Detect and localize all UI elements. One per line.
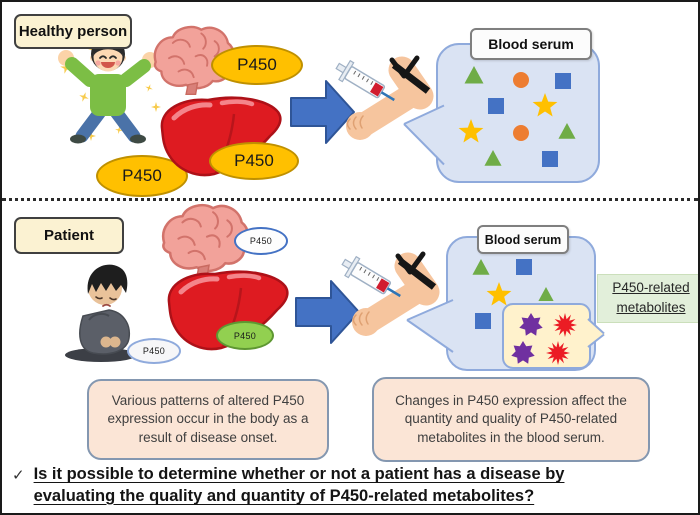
- p450-metabolites-label: P450-related metabolites: [597, 274, 698, 323]
- metabolites-callout: [502, 303, 605, 369]
- blood-serum-tag-patient: Blood serum: [477, 225, 569, 254]
- blood-draw-arm-illustration: [332, 57, 428, 140]
- square-marker: [542, 151, 558, 167]
- checkmark-icon: ✓: [12, 467, 25, 484]
- healthy-person-tag-label: Healthy person: [18, 23, 128, 40]
- healthy-person-illustration: [58, 37, 158, 144]
- p450-oval-healthy-3: P450: [96, 155, 188, 197]
- p450-oval-healthy-2: P450: [209, 142, 299, 180]
- blood-serum-tag-label: Blood serum: [488, 36, 574, 52]
- healthy-person-tag: Healthy person: [14, 14, 132, 49]
- p450-oval-label: P450: [234, 151, 274, 170]
- p450-oval-label: P450: [122, 166, 162, 185]
- p450-metabolites-text: P450-related metabolites: [612, 280, 690, 316]
- sparkle-icon: [60, 62, 72, 74]
- sparkle-icon: [159, 55, 169, 65]
- sparkles-decoration: [60, 44, 169, 141]
- sparkle-icon: [86, 131, 96, 141]
- research-question: ✓ Is it possible to determine whether or…: [12, 464, 698, 508]
- square-marker: [488, 98, 504, 114]
- triangle-marker: [464, 66, 484, 84]
- star-marker: [486, 282, 512, 306]
- caption-expression-change: Various patterns of altered P450 express…: [87, 379, 329, 460]
- right-arrow-icon: [295, 280, 360, 344]
- p450-oval-label: P450: [237, 55, 277, 74]
- serum-markers-healthy: [458, 66, 576, 167]
- triangle-marker: [484, 150, 502, 166]
- triangle-marker: [538, 287, 554, 301]
- serum-speech-bubble-patient: [406, 236, 596, 371]
- patient-tag: Patient: [14, 217, 124, 254]
- patient-tag-label: Patient: [43, 227, 94, 244]
- p450-oval-label: P450: [233, 330, 257, 341]
- caption-metabolites-change: Changes in P450 expression affect the qu…: [372, 377, 650, 462]
- p450-oval-label: P450: [142, 346, 166, 356]
- p450-oval-patient-body: P450: [127, 338, 181, 364]
- research-question-text: Is it possible to determine whether or n…: [34, 464, 565, 508]
- purple-burst-marker: [511, 341, 535, 364]
- p450-oval-label: P450: [249, 236, 273, 246]
- question-line-1: Is it possible to determine whether or n…: [33, 465, 565, 483]
- p450-oval-patient-liver: P450: [216, 321, 274, 350]
- question-line-2: evaluating the quality and quantity of P…: [33, 486, 535, 505]
- blood-serum-tag-healthy: Blood serum: [470, 28, 592, 60]
- triangle-marker: [472, 259, 490, 275]
- red-burst-marker: [553, 313, 577, 337]
- caption-text: Various patterns of altered P450 express…: [107, 393, 309, 445]
- patient-person-illustration: [64, 263, 138, 363]
- square-marker: [475, 313, 491, 329]
- serum-markers-patient: [472, 259, 554, 329]
- blood-serum-tag-label: Blood serum: [484, 232, 562, 247]
- caption-text: Changes in P450 expression affect the qu…: [395, 393, 627, 445]
- p450-oval-patient-brain: P450: [234, 227, 288, 255]
- red-burst-marker: [546, 341, 570, 365]
- sparkle-icon: [151, 102, 161, 112]
- p450-oval-healthy-1: P450: [211, 45, 303, 85]
- star-marker: [532, 93, 558, 117]
- panel-separator: [2, 198, 698, 201]
- star-marker: [458, 119, 484, 143]
- circle-marker: [513, 72, 529, 88]
- serum-speech-bubble-healthy: [403, 43, 600, 183]
- blood-draw-arm-illustration: [338, 253, 434, 336]
- sparkle-icon: [115, 126, 123, 134]
- square-marker: [516, 259, 532, 275]
- sparkle-icon: [79, 92, 89, 102]
- sparkle-icon: [145, 84, 153, 92]
- right-arrow-icon: [290, 80, 355, 144]
- square-marker: [555, 73, 571, 89]
- circle-marker: [513, 125, 529, 141]
- purple-burst-marker: [519, 313, 543, 336]
- metabolite-markers: [511, 313, 577, 365]
- triangle-marker: [558, 123, 576, 139]
